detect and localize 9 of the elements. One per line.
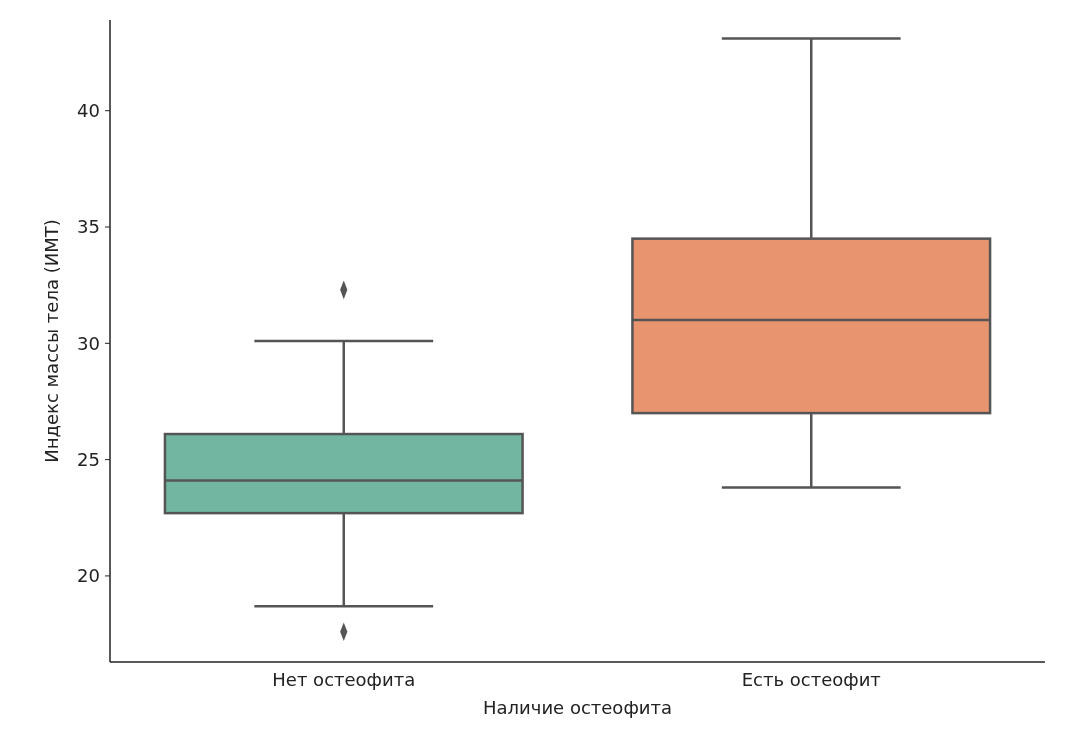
y-axis-title: Индекс массы тела (ИМТ) (41, 219, 62, 463)
y-tick-label: 35 (77, 216, 100, 238)
y-tick-label: 30 (77, 332, 100, 354)
x-tick-label: Нет остеофита (272, 669, 416, 690)
y-tick-label: 20 (77, 565, 100, 587)
x-axis-title: Наличие остеофита (483, 697, 672, 718)
y-tick-label: 40 (77, 100, 100, 122)
y-tick-label: 25 (77, 448, 100, 470)
x-tick-label: Есть остеофит (741, 669, 881, 690)
